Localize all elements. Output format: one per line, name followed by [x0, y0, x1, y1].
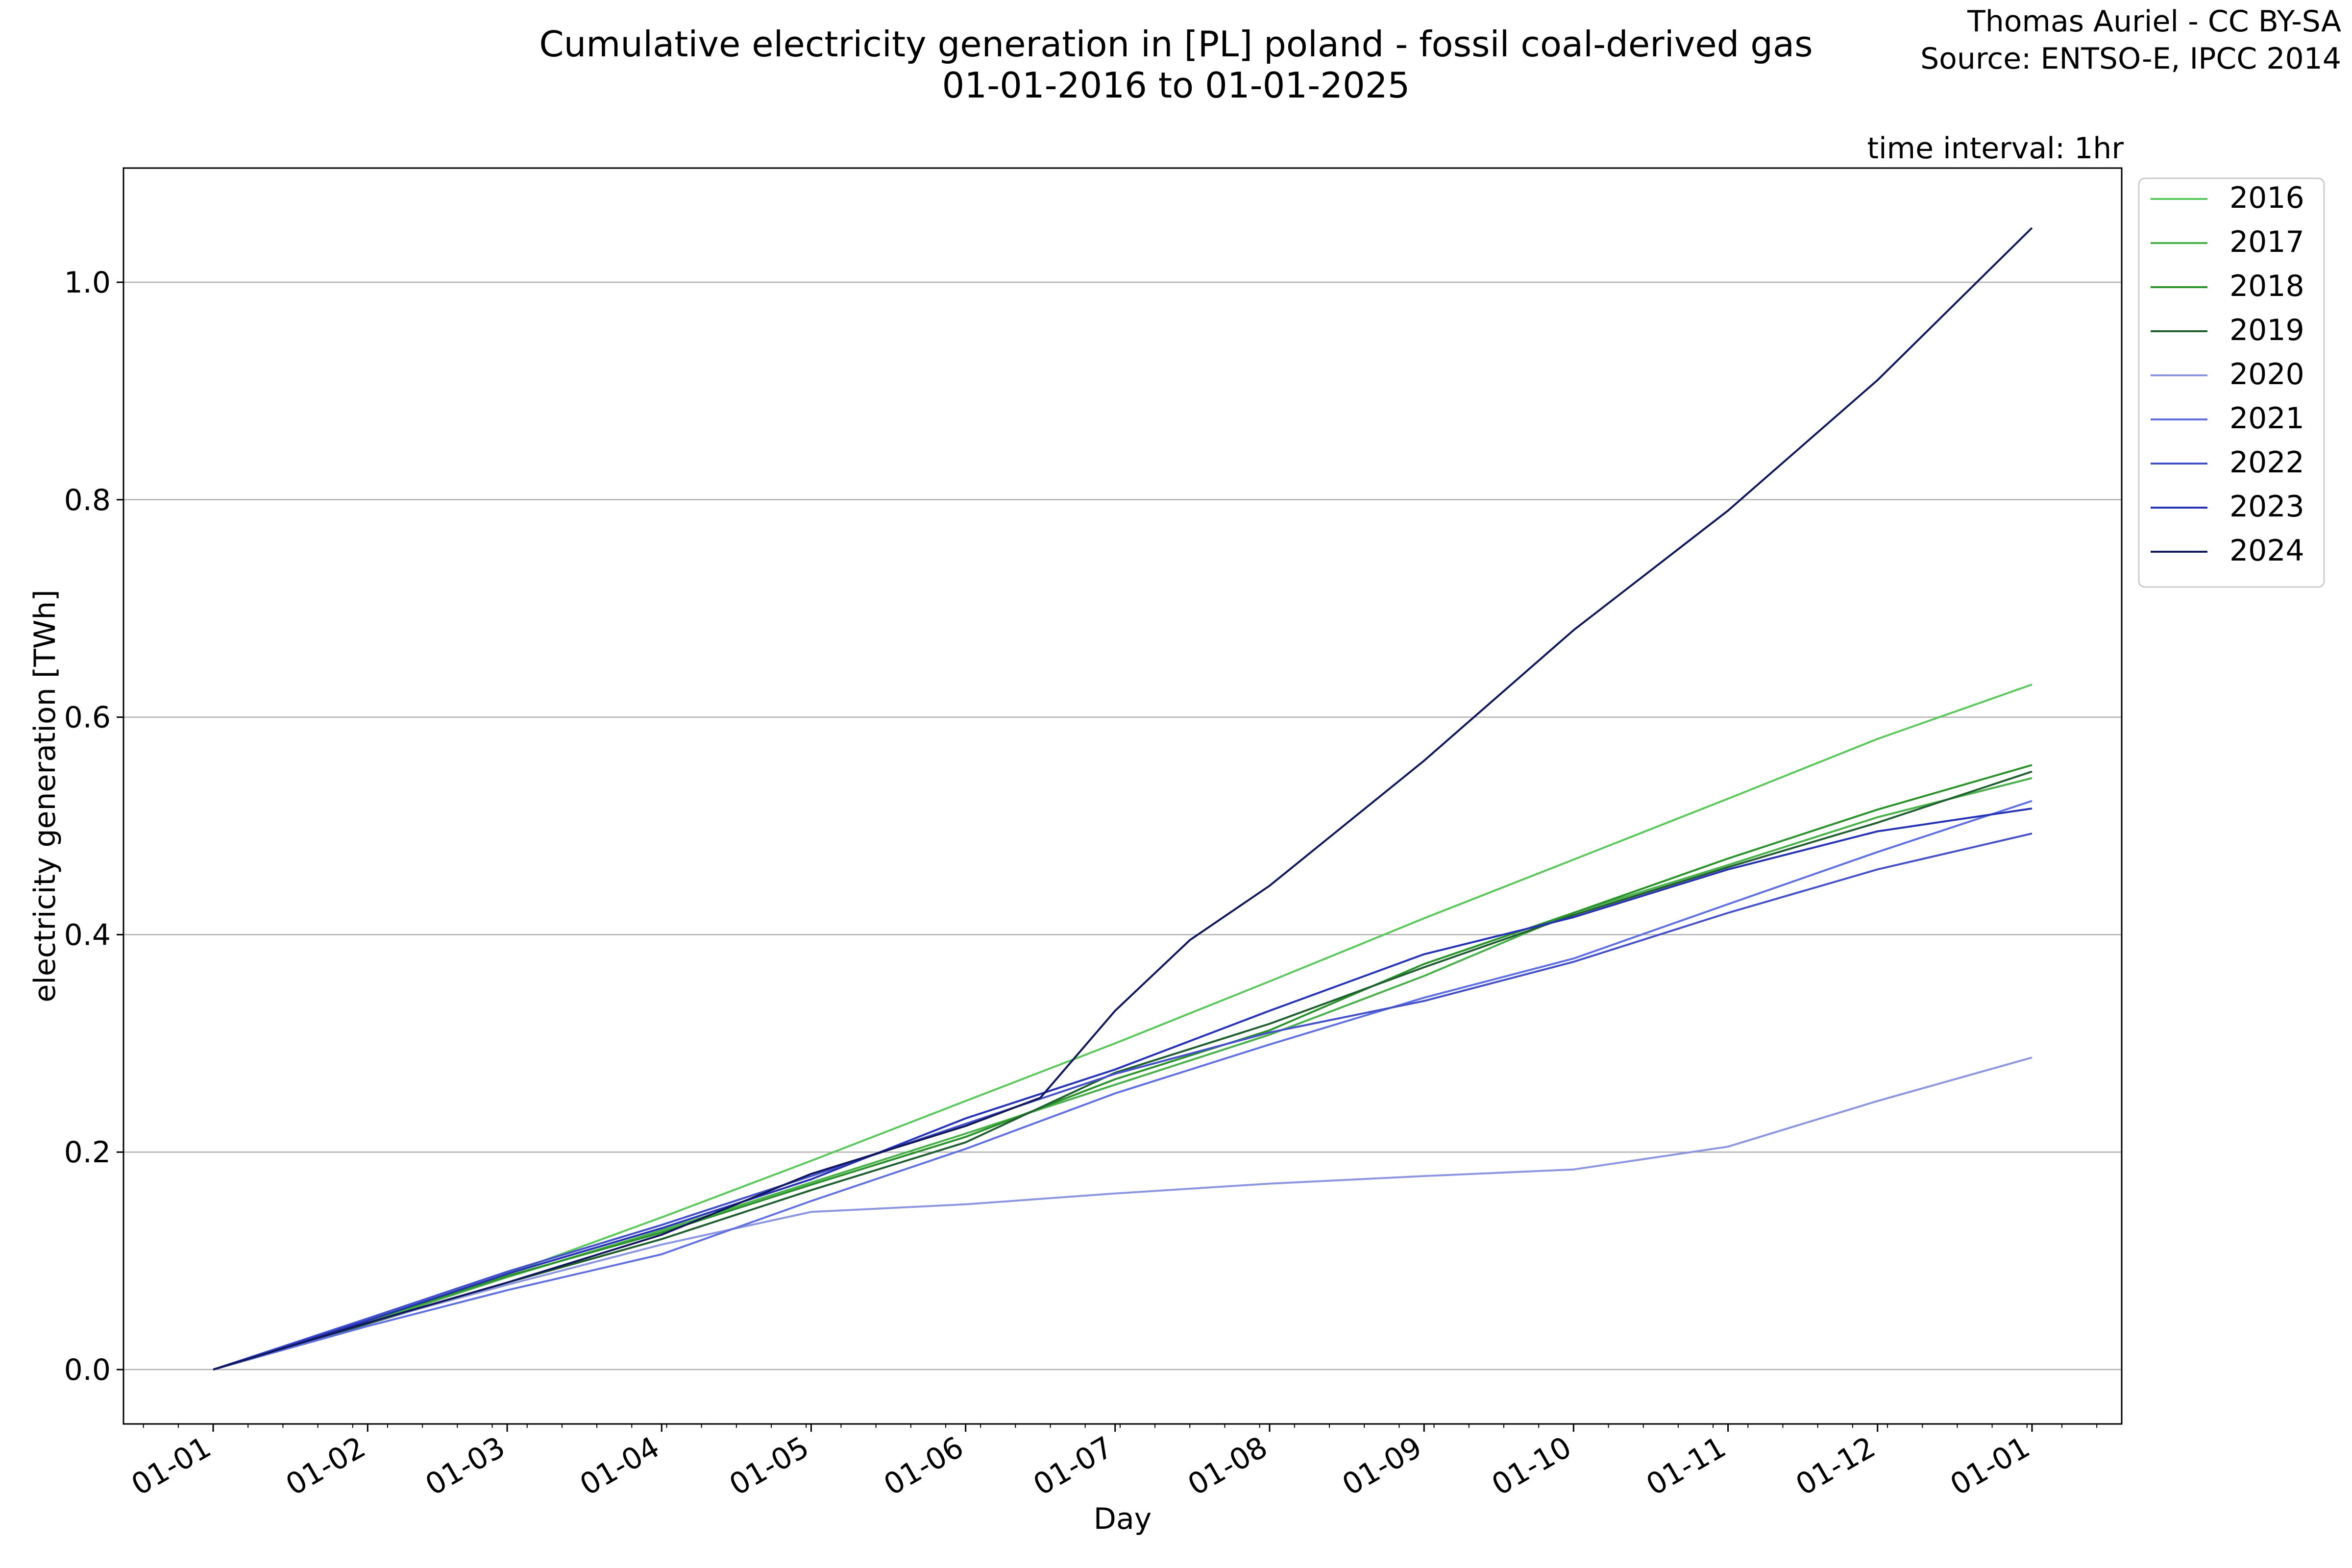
x-tick-label: 01-10 — [1486, 1430, 1577, 1502]
plot-frame — [122, 167, 2123, 1425]
y-tick-label: 1.0 — [64, 266, 111, 300]
y-tick-label: 0.4 — [64, 918, 111, 952]
y-tick-label: 0.2 — [64, 1135, 111, 1170]
x-tick-label: 01-08 — [1182, 1430, 1274, 1502]
legend-label-2024: 2024 — [2230, 534, 2304, 568]
series-line-2017 — [213, 777, 2033, 1371]
y-tick-label: 0.6 — [64, 701, 111, 735]
x-tick-label: 01-12 — [1790, 1430, 1881, 1502]
x-tick-label: 01-07 — [1028, 1430, 1119, 1502]
time-interval-label: time interval: 1hr — [1867, 131, 2124, 166]
legend-label-2020: 2020 — [2230, 357, 2304, 392]
series-line-2022 — [213, 833, 2033, 1371]
x-tick-label: 01-01 — [126, 1430, 217, 1502]
series-line-2018 — [213, 764, 2033, 1371]
credit-source: Source: ENTSO-E, IPCC 2014 — [1920, 42, 2341, 76]
x-tick-label: 01-01 — [1944, 1430, 2035, 1502]
series-lines — [213, 227, 2033, 1371]
legend: 2016 2017 2018 2019 2020 2021 2022 2023 2024 — [2138, 177, 2325, 588]
legend-label-2016: 2016 — [2230, 181, 2304, 215]
y-tick-label: 0.0 — [64, 1353, 111, 1387]
x-tick-label: 01-11 — [1641, 1430, 1732, 1502]
x-tick-label: 01-05 — [724, 1430, 815, 1502]
legend-label-2021: 2021 — [2230, 401, 2304, 436]
series-line-2021 — [213, 800, 2033, 1371]
credit-block: Thomas Auriel - CC BY-SA Source: ENTSO-E… — [1920, 3, 2341, 77]
series-line-2023 — [213, 808, 2033, 1371]
chart-title-line1: Cumulative electricity generation in [PL… — [539, 24, 1813, 65]
legend-label-2022: 2022 — [2230, 445, 2304, 480]
chart-title-line2: 01-01-2016 to 01-01-2025 — [942, 65, 1410, 106]
x-axis-label: Day — [1094, 1502, 1152, 1536]
gridlines — [123, 281, 2122, 1371]
legend-box — [2138, 177, 2325, 588]
x-tick-label: 01-03 — [420, 1430, 511, 1502]
legend-label-2019: 2019 — [2230, 313, 2304, 347]
chart-title: Cumulative electricity generation in [PL… — [0, 24, 2352, 106]
series-line-2024 — [213, 227, 2033, 1371]
x-tick-label: 01-06 — [878, 1430, 969, 1502]
series-line-2020 — [213, 1056, 2033, 1371]
x-axis: 01-01 01-02 01-03 01-04 01-05 01-06 01-07 01-08… — [126, 1424, 2098, 1502]
x-tick-label: 01-04 — [574, 1430, 665, 1502]
x-tick-label: 01-02 — [280, 1430, 371, 1502]
legend-label-2023: 2023 — [2230, 490, 2304, 524]
y-tick-label: 0.8 — [64, 483, 111, 517]
series-line-2016 — [213, 684, 2033, 1371]
y-axis-label: electricity generation [TWh] — [28, 589, 62, 1002]
credit-author: Thomas Auriel - CC BY-SA — [1967, 4, 2341, 39]
legend-label-2017: 2017 — [2230, 225, 2304, 259]
legend-label-2018: 2018 — [2230, 269, 2304, 303]
x-tick-label: 01-09 — [1337, 1430, 1428, 1502]
y-axis: 0.0 0.2 0.4 0.6 0.8 1.0 — [64, 266, 123, 1387]
